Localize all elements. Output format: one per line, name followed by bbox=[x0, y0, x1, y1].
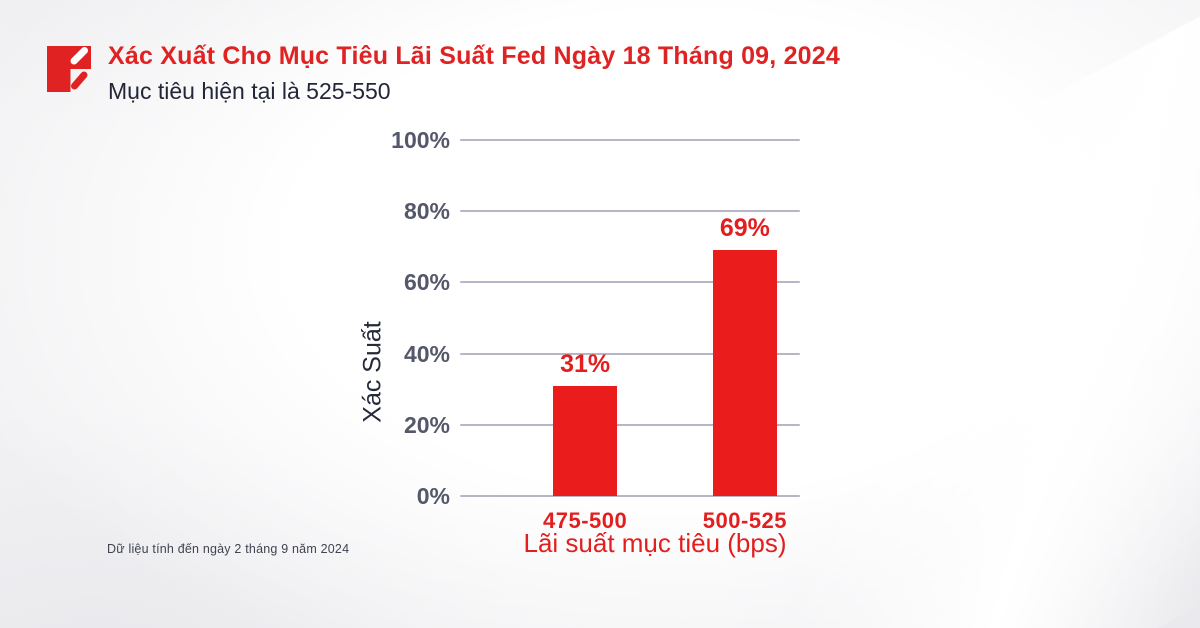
bar-500-525 bbox=[712, 250, 777, 496]
y-tick-label: 60% bbox=[403, 269, 450, 296]
y-tick-label: 80% bbox=[403, 198, 450, 225]
x-category-label: 475-500 bbox=[542, 508, 628, 533]
gridline-80% bbox=[460, 210, 800, 213]
gridline-100% bbox=[460, 139, 800, 141]
chart-title: Xác Xuất Cho Mục Tiêu Lãi Suất Fed Ngày … bbox=[108, 42, 840, 70]
bar-value-label: 69% bbox=[719, 214, 770, 243]
brand-logo bbox=[47, 46, 91, 92]
y-axis-title: Xác Suất bbox=[358, 321, 387, 423]
y-tick-label: 40% bbox=[403, 340, 450, 367]
chart-subtitle: Mục tiêu hiện tại là 525-550 bbox=[108, 78, 391, 104]
bar-475-500 bbox=[553, 385, 618, 496]
bar-value-label: 31% bbox=[560, 349, 611, 378]
y-tick-label: 0% bbox=[416, 483, 450, 509]
x-category-label: 500-525 bbox=[702, 508, 788, 533]
brand-logo-icon bbox=[47, 46, 91, 92]
plot-area: 0% 20% 40% 60% 80% 100% 31% 475-500 69% 500-525 bbox=[391, 127, 800, 533]
y-tick-label: 100% bbox=[391, 127, 450, 153]
data-as-of-note: Dữ liệu tính đến ngày 2 tháng 9 năm 2024 bbox=[107, 542, 350, 556]
y-tick-label: 20% bbox=[403, 411, 450, 438]
x-axis-title: Lãi suất mục tiêu (bps) bbox=[523, 528, 787, 558]
